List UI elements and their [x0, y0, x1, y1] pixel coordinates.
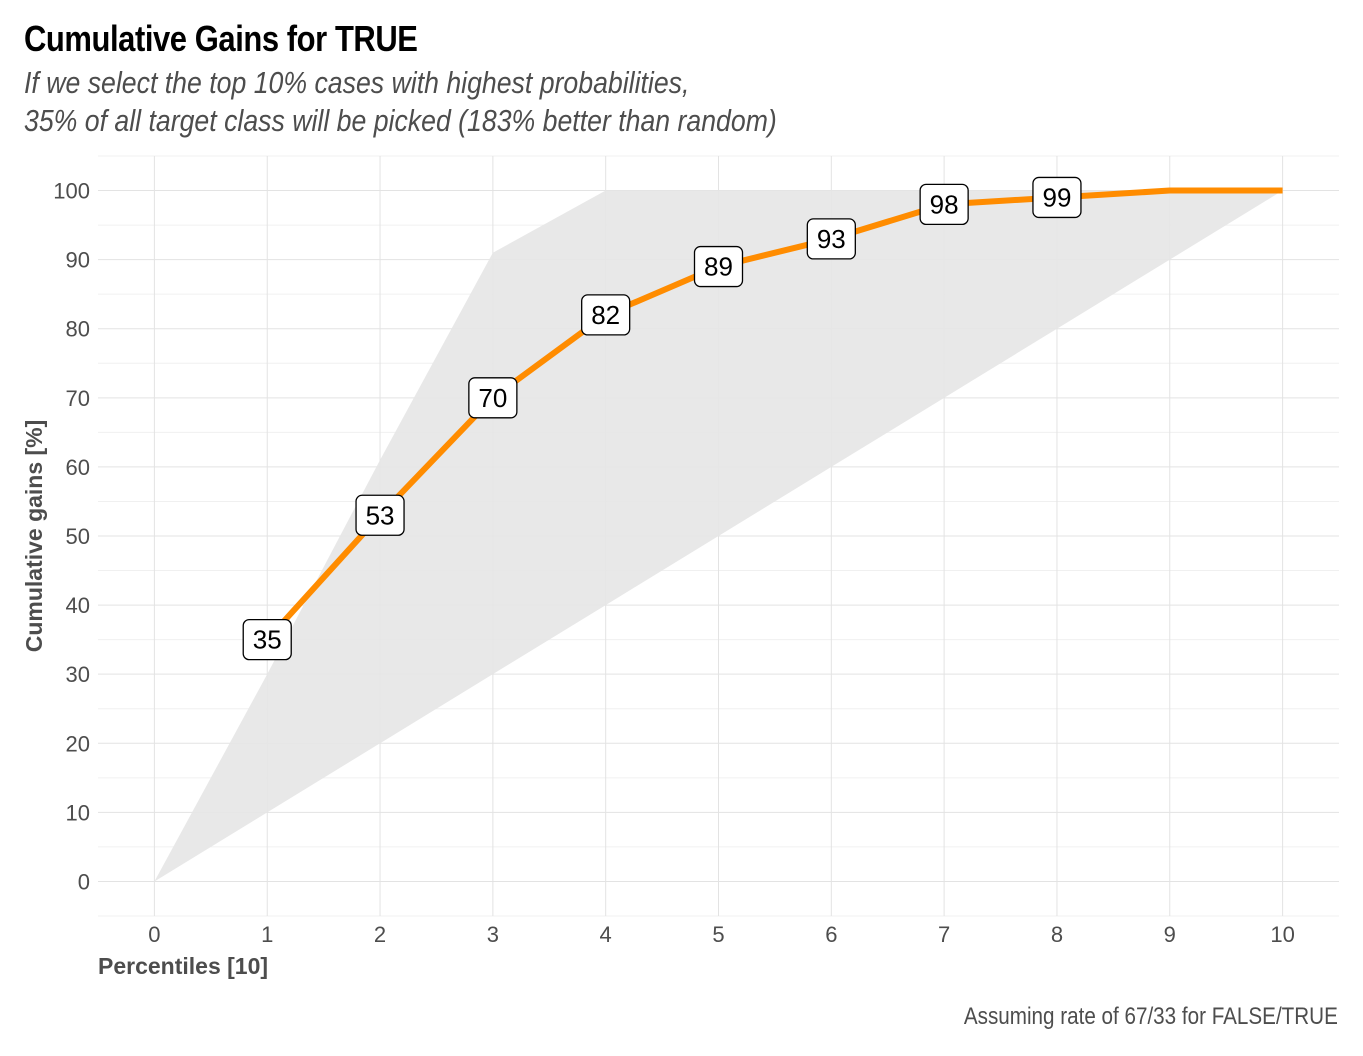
data-label-box: [693, 245, 744, 288]
x-tick-label: 1: [261, 922, 273, 947]
data-label-box: [242, 618, 292, 661]
data-label-box: [806, 218, 856, 260]
y-tick-label: 30: [66, 662, 90, 687]
x-tick-label: 3: [487, 922, 499, 947]
data-label-box: [355, 494, 405, 536]
x-tick-label: 7: [938, 922, 950, 947]
data-label: 70: [468, 377, 518, 419]
gains-line: [265, 187, 1283, 642]
data-label: 53: [355, 494, 405, 536]
data-label-text: 89: [704, 252, 733, 282]
gains-line-layer: [265, 187, 1283, 642]
y-tick-label: 40: [66, 593, 90, 618]
y-tick-label: 60: [66, 455, 90, 480]
y-tick-label: 100: [53, 179, 90, 204]
data-label-text: 93: [817, 224, 846, 254]
x-tick-label: 10: [1270, 922, 1294, 947]
data-label: 35: [242, 618, 292, 661]
y-tick-label: 0: [78, 869, 90, 894]
data-label: 89: [693, 245, 744, 288]
x-tick-label: 9: [1164, 922, 1176, 947]
x-tick-labels: 0 1 2 3 4 5 6 7 8 9 10: [148, 922, 1295, 947]
x-tick-label: 0: [148, 922, 160, 947]
subtitle-line-2: 35% of all target class will be picked (…: [24, 103, 777, 138]
data-label-box: [1032, 176, 1082, 219]
x-tick-label: 8: [1051, 922, 1063, 947]
random-to-optimal-band: [154, 190, 1283, 882]
data-label-text: 82: [591, 300, 620, 330]
data-label-text: 99: [1042, 182, 1071, 212]
y-tick-label: 10: [66, 800, 90, 825]
x-tick-label: 5: [712, 922, 724, 947]
chart-subtitle: If we select the top 10% cases with high…: [24, 64, 777, 140]
data-label-text: 35: [253, 625, 282, 655]
x-tick-label: 6: [825, 922, 837, 947]
y-tick-label: 80: [66, 317, 90, 342]
y-tick-label: 90: [66, 248, 90, 273]
data-label-box: [919, 183, 969, 226]
y-tick-label: 70: [66, 386, 90, 411]
data-label: 82: [581, 294, 631, 336]
chart-title: Cumulative Gains for TRUE: [24, 18, 418, 59]
data-label-box: [468, 377, 518, 419]
x-axis-title: Percentiles [10]: [98, 953, 268, 979]
data-label-text: 53: [366, 500, 395, 530]
data-label-text: 98: [930, 189, 959, 219]
data-label: 98: [919, 183, 969, 226]
data-labels: 35 53 70 82 89 93 98 99: [242, 176, 1082, 661]
y-axis-title: Cumulative gains [%]: [21, 420, 47, 653]
chart-caption: Assuming rate of 67/33 for FALSE/TRUE: [964, 1003, 1338, 1030]
x-tick-label: 2: [374, 922, 386, 947]
data-label: 99: [1032, 176, 1082, 219]
gains-band: [154, 190, 1283, 882]
data-label-text: 70: [478, 383, 507, 413]
data-label-box: [581, 294, 631, 336]
subtitle-line-1: If we select the top 10% cases with high…: [24, 65, 690, 100]
x-tick-label: 4: [600, 922, 612, 947]
y-tick-label: 20: [66, 731, 90, 756]
y-tick-labels: 0 10 20 30 40 50 60 70 80 90 100: [53, 179, 90, 895]
data-label: 93: [806, 218, 856, 260]
y-tick-label: 50: [66, 524, 90, 549]
